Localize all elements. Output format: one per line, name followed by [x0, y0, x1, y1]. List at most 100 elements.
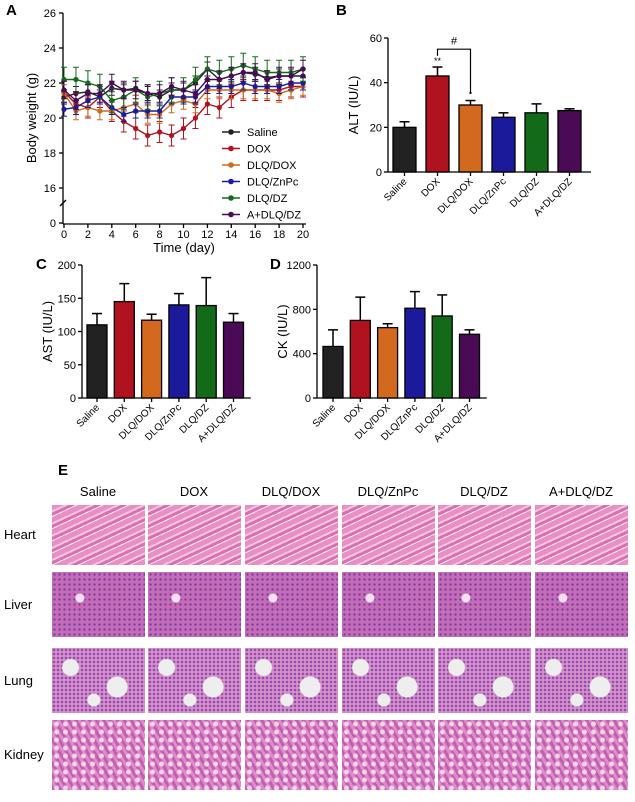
y-tick-label: 0: [50, 218, 56, 230]
y-tick-label: 150: [58, 293, 76, 305]
data-point: [73, 76, 79, 83]
y-axis-title: AST (IU/L): [40, 301, 55, 362]
y-tick-label: 0: [70, 393, 76, 405]
histology-image-kidney: [245, 720, 338, 790]
y-tick-label: 0: [376, 167, 382, 179]
x-tick-label: DOX: [106, 402, 129, 425]
panel-label-b: B: [336, 2, 347, 19]
row-header: Lung: [4, 672, 33, 688]
data-point: [109, 97, 115, 104]
histology-image-liver: [148, 572, 241, 637]
bar-DLQ/DZ: [195, 304, 217, 399]
bar-DLQ/ZnPc: [404, 307, 426, 399]
legend-marker: [228, 195, 234, 201]
x-tick-label: 6: [133, 229, 139, 241]
y-tick-label: 100: [58, 327, 76, 339]
data-point: [145, 132, 151, 139]
row-header: Kidney: [4, 747, 44, 762]
column-header: DLQ/ZnPc: [357, 484, 419, 499]
data-point: [145, 90, 151, 97]
x-tick-label: Saline: [311, 402, 339, 430]
bar-DLQ/DZ: [431, 315, 453, 399]
bar-DLQ/DOX: [140, 319, 163, 399]
data-point: [121, 111, 127, 118]
y-axis-title: CK (IU/L): [275, 304, 290, 358]
y-tick-label: 22: [44, 78, 56, 90]
significance-mark: *: [469, 90, 473, 100]
x-tick-label: Saline: [75, 402, 103, 430]
column-header: DLQ/DOX: [261, 484, 321, 499]
histology-image-kidney: [148, 720, 241, 790]
x-tick-label: DOX: [420, 176, 443, 199]
data-point: [204, 76, 210, 83]
legend-label: DLQ/DOX: [247, 160, 297, 172]
significance-bracket: [436, 48, 472, 94]
bar-DOX: [113, 300, 135, 399]
row-header: Heart: [4, 527, 36, 542]
bar-DLQ/ZnPc: [491, 116, 516, 173]
y-tick-label: 18: [44, 148, 56, 160]
data-point: [85, 90, 91, 97]
histology-image-kidney: [342, 720, 435, 790]
data-point: [61, 106, 67, 112]
data-point: [133, 125, 139, 132]
histology-image-lung: [245, 648, 338, 713]
y-tick-label: 40: [370, 78, 382, 90]
x-tick-label: 18: [273, 229, 285, 241]
bar-DLQ/DZ: [524, 112, 549, 173]
bar-DOX: [349, 319, 371, 399]
histology-image-lung: [148, 648, 241, 713]
y-tick-label: 60: [370, 33, 382, 45]
x-tick-label: 10: [177, 229, 189, 241]
bar-Saline: [392, 126, 417, 173]
significance-mark: #: [451, 36, 458, 48]
data-point: [168, 132, 175, 139]
y-tick-label: 26: [44, 8, 56, 20]
data-point: [180, 87, 187, 93]
y-axis-title: ALT (IU/L): [346, 76, 361, 135]
histology-image-lung: [342, 648, 435, 713]
bar-Saline: [322, 345, 344, 399]
histology-image-liver: [535, 572, 628, 637]
bar-A+DLQ/DZ: [458, 333, 481, 399]
panel-label-d: D: [270, 256, 281, 273]
data-point: [252, 69, 258, 76]
data-point: [252, 83, 258, 90]
bar-DOX: [425, 75, 450, 173]
data-point: [228, 73, 234, 79]
data-point: [73, 97, 79, 104]
column-header: A+DLQ/DZ: [549, 484, 613, 499]
data-point: [288, 73, 294, 79]
column-header: Saline: [79, 484, 117, 499]
legend-label: Saline: [247, 127, 278, 139]
histology-image-liver: [52, 572, 145, 637]
bar-DLQ/DOX: [376, 326, 399, 399]
data-point: [97, 108, 103, 114]
y-axis-title: Body weight (g): [24, 73, 39, 163]
legend-label: A+DLQ/DZ: [247, 210, 301, 222]
bar-DLQ/ZnPc: [168, 304, 190, 399]
histology-image-kidney: [535, 720, 628, 790]
legend-label: DLQ/ZnPc: [247, 177, 299, 189]
data-point: [240, 69, 246, 76]
y-tick-label: 200: [58, 260, 76, 272]
y-tick-label: 800: [293, 304, 311, 316]
histology-image-heart: [342, 505, 435, 565]
histology-image-lung: [52, 648, 145, 713]
panel-label-c: C: [36, 256, 47, 273]
y-tick-label: 400: [293, 349, 311, 361]
x-tick-label: DOX: [342, 402, 365, 425]
data-point: [157, 90, 163, 97]
histology-image-heart: [245, 505, 338, 565]
y-tick-label: 24: [44, 43, 56, 55]
data-point: [216, 104, 222, 111]
x-tick-label: 0: [61, 229, 67, 241]
data-point: [204, 101, 210, 107]
y-tick-label: 16: [44, 183, 56, 195]
data-point: [276, 73, 282, 79]
histology-image-kidney: [52, 720, 145, 790]
histology-image-lung: [535, 648, 628, 713]
x-tick-label: DLQ/DZ: [508, 176, 542, 210]
